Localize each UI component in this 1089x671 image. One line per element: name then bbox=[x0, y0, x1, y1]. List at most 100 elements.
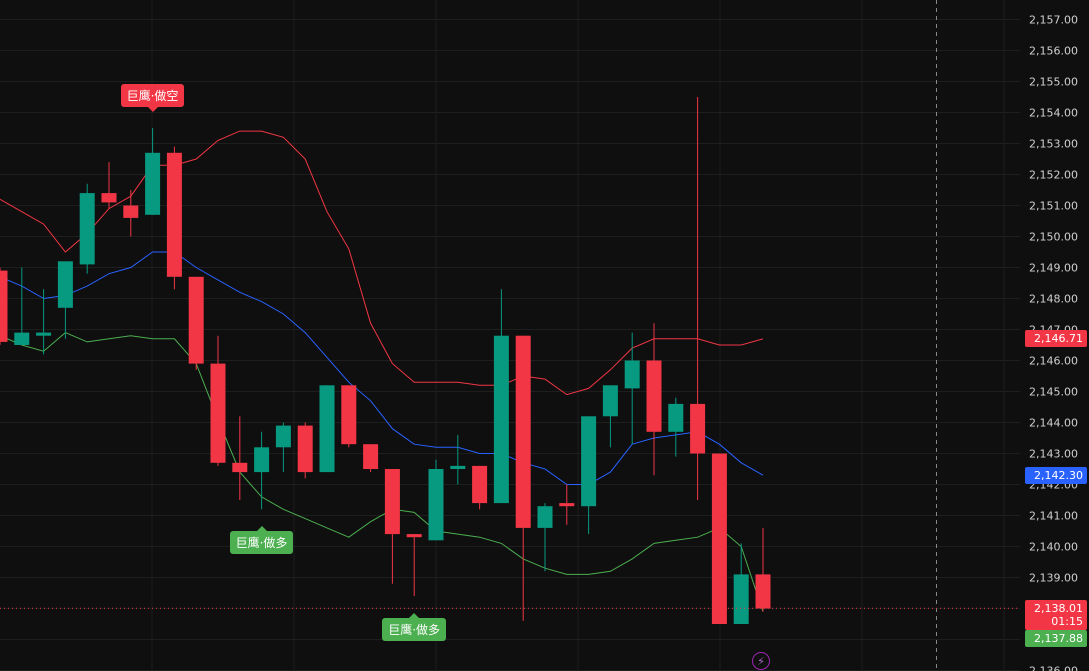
bollinger-bands bbox=[0, 130, 764, 612]
candle[interactable] bbox=[493, 289, 509, 504]
candle-body bbox=[755, 574, 771, 609]
candle[interactable] bbox=[14, 267, 30, 346]
candle[interactable] bbox=[406, 534, 422, 597]
candle[interactable] bbox=[297, 422, 313, 479]
candle[interactable] bbox=[624, 332, 640, 445]
candle[interactable] bbox=[275, 422, 291, 473]
sell-signal-label: 巨鹰·做空 bbox=[120, 84, 185, 112]
middle-band-price-label: 2,142.30 bbox=[1025, 467, 1087, 485]
candle-body bbox=[188, 276, 204, 364]
y-tick-label: 2,148.00 bbox=[1029, 293, 1078, 306]
candle-body bbox=[363, 444, 379, 469]
candle[interactable] bbox=[602, 385, 618, 448]
y-tick-label: 2,146.00 bbox=[1029, 355, 1078, 368]
candle[interactable] bbox=[79, 183, 95, 274]
upper-band-price-label: 2,146.71 bbox=[1025, 330, 1087, 348]
countdown-timer: 01:15 bbox=[1051, 615, 1083, 629]
candle[interactable] bbox=[101, 162, 117, 209]
candle[interactable] bbox=[210, 335, 226, 466]
candle-body bbox=[515, 335, 531, 528]
candle-body bbox=[450, 465, 466, 469]
candle[interactable] bbox=[711, 453, 727, 625]
last-price-value: 2,138.01 bbox=[1034, 602, 1083, 616]
candle[interactable] bbox=[515, 335, 531, 621]
y-tick-label: 2,136.00 bbox=[1029, 665, 1078, 671]
y-tick-label: 2,143.00 bbox=[1029, 448, 1078, 461]
candle-body bbox=[406, 534, 422, 538]
lower-band-price-label: 2,137.88 bbox=[1025, 630, 1087, 648]
candle-body bbox=[711, 453, 727, 624]
grid bbox=[0, 0, 1020, 671]
lightning-icon[interactable]: ⚡ bbox=[752, 652, 770, 670]
y-tick-label: 2,154.00 bbox=[1029, 107, 1078, 120]
candle[interactable] bbox=[57, 261, 73, 339]
buy-signal-label: 巨鹰·做多 bbox=[229, 526, 294, 555]
buy-signal-label: 巨鹰·做多 bbox=[382, 613, 447, 642]
y-tick-label: 2,140.00 bbox=[1029, 541, 1078, 554]
y-tick-label: 2,156.00 bbox=[1029, 45, 1078, 58]
candle-body bbox=[232, 462, 248, 473]
candle[interactable] bbox=[254, 431, 270, 510]
candle[interactable] bbox=[319, 385, 335, 473]
candle[interactable] bbox=[428, 459, 444, 541]
candle[interactable] bbox=[450, 434, 466, 485]
candle-body bbox=[79, 193, 95, 265]
candle[interactable] bbox=[668, 397, 684, 457]
candle[interactable] bbox=[559, 484, 575, 525]
candle[interactable] bbox=[646, 323, 662, 476]
candle-body bbox=[254, 447, 270, 473]
candle-body bbox=[145, 152, 161, 215]
candle-body bbox=[275, 425, 291, 448]
y-tick-label: 2,150.00 bbox=[1029, 231, 1078, 244]
candle-body bbox=[123, 205, 139, 218]
candle-body bbox=[210, 363, 226, 463]
candle-body bbox=[559, 503, 575, 507]
candle[interactable] bbox=[384, 469, 400, 584]
candle[interactable] bbox=[690, 97, 706, 500]
candle[interactable] bbox=[123, 190, 139, 237]
candle-body bbox=[101, 193, 117, 203]
candle[interactable] bbox=[341, 385, 357, 448]
y-tick-label: 2,149.00 bbox=[1029, 262, 1078, 275]
y-tick-label: 2,145.00 bbox=[1029, 386, 1078, 399]
candle-body bbox=[384, 469, 400, 535]
candle[interactable] bbox=[188, 276, 204, 370]
candle-body bbox=[493, 335, 509, 504]
candle-body bbox=[537, 506, 553, 528]
candle[interactable] bbox=[36, 289, 52, 355]
candle-body bbox=[319, 385, 335, 473]
y-tick-label: 2,152.00 bbox=[1029, 169, 1078, 182]
candle[interactable] bbox=[755, 527, 771, 612]
candle-body bbox=[646, 360, 662, 432]
candle[interactable] bbox=[232, 416, 248, 500]
candle-body bbox=[624, 360, 640, 389]
candle-body bbox=[57, 261, 73, 308]
last-price-label: 2,138.01 01:15 bbox=[1025, 600, 1087, 631]
y-tick-label: 2,155.00 bbox=[1029, 76, 1078, 89]
middle-band-line bbox=[0, 251, 764, 485]
candle[interactable] bbox=[537, 503, 553, 572]
candle[interactable] bbox=[166, 146, 182, 290]
candle-body bbox=[428, 469, 444, 541]
y-tick-label: 2,157.00 bbox=[1029, 14, 1078, 27]
y-tick-label: 2,151.00 bbox=[1029, 200, 1078, 213]
y-tick-label: 2,141.00 bbox=[1029, 510, 1078, 523]
candle-body bbox=[690, 403, 706, 454]
candle[interactable] bbox=[472, 465, 488, 510]
candle[interactable] bbox=[733, 543, 749, 624]
candle[interactable] bbox=[581, 416, 597, 535]
candle-body bbox=[472, 465, 488, 504]
candle-body bbox=[36, 332, 52, 336]
candle-body bbox=[602, 385, 618, 417]
candle-body bbox=[297, 425, 313, 473]
upper-band-line bbox=[0, 130, 764, 396]
candle-body bbox=[14, 332, 30, 345]
candle[interactable] bbox=[363, 444, 379, 473]
candle[interactable] bbox=[145, 128, 161, 215]
y-tick-label: 2,139.00 bbox=[1029, 572, 1078, 585]
candle-body bbox=[166, 152, 182, 277]
y-tick-label: 2,153.00 bbox=[1029, 138, 1078, 151]
lower-band-line bbox=[0, 332, 764, 612]
y-tick-label: 2,144.00 bbox=[1029, 417, 1078, 430]
candle[interactable] bbox=[0, 267, 8, 346]
